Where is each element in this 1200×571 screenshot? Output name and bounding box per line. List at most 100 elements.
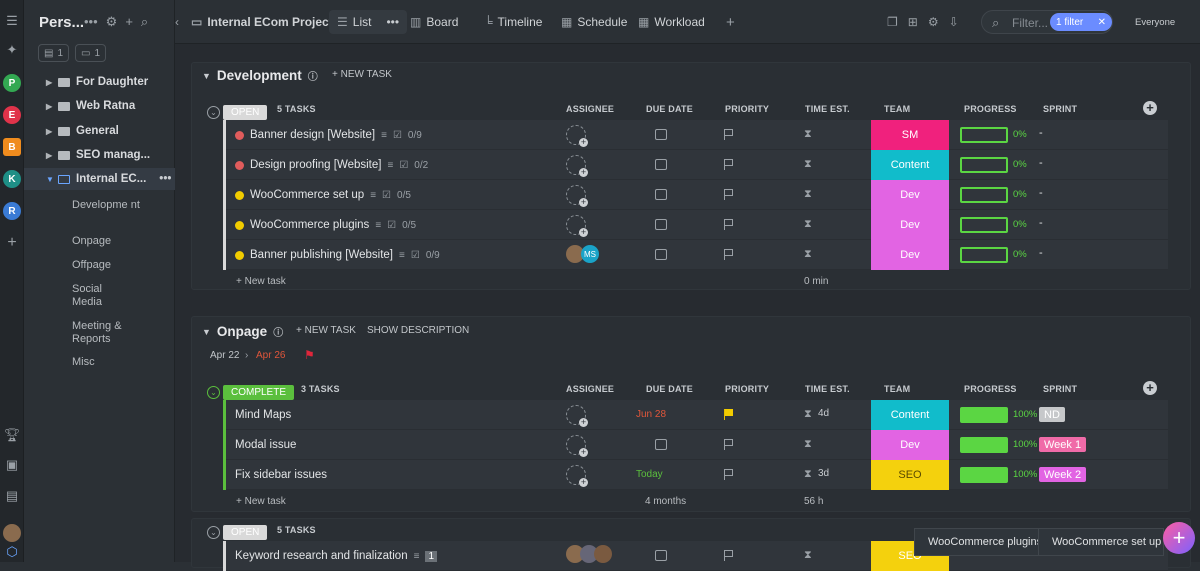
settings-icon[interactable]: ⚙: [105, 14, 118, 29]
priority-flag-icon[interactable]: [724, 409, 734, 420]
add-column-icon[interactable]: +: [1143, 381, 1157, 395]
col-team[interactable]: TEAM: [884, 384, 911, 394]
add-view-icon[interactable]: +: [726, 13, 735, 31]
task-name[interactable]: WooCommerce set up ≡ ☑ 0/5: [235, 189, 411, 201]
list-misc[interactable]: Misc1: [72, 356, 182, 369]
team-cell[interactable]: Content: [871, 400, 949, 430]
task-row[interactable]: Modal issue ⧗ Dev 100% Week 1: [223, 430, 1168, 460]
settings-gear-icon[interactable]: ⚙: [927, 15, 939, 29]
folder-internal-ecom[interactable]: ▼ Internal EC... •••: [24, 168, 175, 190]
calendar-icon[interactable]: [655, 249, 667, 260]
add-assignee-icon[interactable]: [566, 215, 588, 237]
onpage-header[interactable]: ▼ Onpage ⓘ: [202, 324, 283, 339]
space-avatar-b[interactable]: B: [3, 138, 21, 156]
minimized-task-tab[interactable]: WooCommerce set up: [1038, 528, 1164, 556]
task-name[interactable]: Banner publishing [Website] ≡ ☑ 0/9: [235, 249, 440, 261]
folder-for-daughter[interactable]: ▶ For Daughter: [24, 71, 175, 93]
hourglass-icon[interactable]: ⧗: [804, 248, 812, 260]
list-development[interactable]: Developme nt5: [72, 199, 182, 216]
priority-flag-icon[interactable]: [724, 550, 734, 561]
list-onpage[interactable]: Onpage5: [72, 235, 182, 248]
list-meeting-reports[interactable]: Meeting & Reports5: [72, 320, 182, 346]
user-avatar[interactable]: [3, 524, 21, 542]
minimized-task-tab[interactable]: WooCommerce plugins: [914, 528, 1040, 556]
task-row[interactable]: Design proofing [Website] ≡ ☑ 0/2 ⧗ Cont…: [223, 150, 1168, 180]
add-assignee-icon[interactable]: [566, 125, 588, 147]
hourglass-icon[interactable]: ⧗: [804, 128, 812, 140]
priority-flag-icon[interactable]: [724, 189, 734, 200]
docs-pill[interactable]: ▤ 1: [38, 44, 70, 62]
folder-web-ratna[interactable]: ▶ Web Ratna: [24, 95, 175, 117]
search-icon[interactable]: ⌕: [140, 14, 149, 29]
space-avatar-k[interactable]: K: [3, 170, 21, 188]
hourglass-icon[interactable]: ⧗: [804, 468, 812, 480]
col-progress[interactable]: PROGRESS: [964, 104, 1017, 114]
team-cell[interactable]: Dev: [871, 430, 949, 460]
new-task-button[interactable]: + NEW TASK: [296, 325, 356, 336]
sprint-tag[interactable]: Week 2: [1039, 467, 1087, 482]
time-estimate[interactable]: 3d: [818, 468, 830, 479]
priority-dot[interactable]: [235, 130, 244, 140]
add-icon[interactable]: +: [125, 14, 133, 29]
col-progress[interactable]: PROGRESS: [964, 384, 1017, 394]
calendar-icon[interactable]: [655, 550, 667, 561]
info-icon[interactable]: ⓘ: [273, 328, 284, 339]
col-time-est[interactable]: TIME EST.: [805, 384, 850, 394]
sprint-cell[interactable]: -: [1039, 157, 1043, 169]
task-name[interactable]: WooCommerce plugins ≡ ☑ 0/5: [235, 219, 416, 231]
briefcase-icon[interactable]: ▣: [5, 457, 19, 472]
calendar-icon[interactable]: [655, 159, 667, 170]
add-assignee-icon[interactable]: [566, 405, 588, 427]
priority-flag-icon[interactable]: [724, 439, 734, 450]
folder-general[interactable]: ▶ General: [24, 120, 175, 142]
task-row[interactable]: Banner publishing [Website] ≡ ☑ 0/9 MS ⧗…: [223, 240, 1168, 270]
collapse-group-icon[interactable]: ⌄: [207, 106, 220, 119]
priority-dot[interactable]: [235, 190, 244, 200]
assignee-avatar[interactable]: [580, 545, 598, 563]
add-fab-button[interactable]: +: [1163, 522, 1195, 554]
priority-dot[interactable]: [235, 250, 244, 260]
filter-input[interactable]: ⌕ Filter... 1 filter ✕: [981, 10, 1113, 34]
col-due-date[interactable]: DUE DATE: [646, 384, 693, 394]
export-icon[interactable]: ⇩: [948, 15, 959, 29]
sprint-cell[interactable]: -: [1039, 217, 1043, 229]
folder-more-icon[interactable]: •••: [159, 173, 172, 185]
team-cell[interactable]: Dev: [871, 210, 949, 240]
sprint-cell[interactable]: -: [1039, 127, 1043, 139]
col-sprint[interactable]: SPRINT: [1043, 384, 1078, 394]
tab-timeline[interactable]: ╘ Timeline: [484, 0, 542, 44]
calendar-icon[interactable]: [655, 189, 667, 200]
priority-flag-icon[interactable]: [724, 129, 734, 140]
task-row[interactable]: WooCommerce plugins ≡ ☑ 0/5 ⧗ Dev 0% -: [223, 210, 1168, 240]
hourglass-icon[interactable]: ⧗: [804, 158, 812, 170]
add-assignee-icon[interactable]: [566, 185, 588, 207]
col-time-est[interactable]: TIME EST.: [805, 104, 850, 114]
col-due-date[interactable]: DUE DATE: [646, 104, 693, 114]
sprint-tag[interactable]: ND: [1039, 407, 1065, 422]
task-row[interactable]: Mind Maps Jun 28 ⧗ 4d Content 100% ND: [223, 400, 1168, 430]
task-row[interactable]: Fix sidebar issues Today ⧗ 3d SEO 100% W…: [223, 460, 1168, 490]
assignee-avatar[interactable]: MS: [581, 245, 599, 263]
task-name[interactable]: Design proofing [Website] ≡ ☑ 0/2: [235, 159, 428, 171]
col-priority[interactable]: PRIORITY: [725, 104, 770, 114]
clipboard-icon[interactable]: ▤: [5, 488, 19, 503]
tab-schedule[interactable]: ▦ Schedule: [561, 0, 627, 44]
team-cell[interactable]: Dev: [871, 180, 949, 210]
hourglass-icon[interactable]: ⧗: [804, 218, 812, 230]
task-row[interactable]: WooCommerce set up ≡ ☑ 0/5 ⧗ Dev 0% -: [223, 180, 1168, 210]
chat-pill[interactable]: ▭ 1: [75, 44, 107, 62]
close-icon[interactable]: ✕: [1097, 16, 1106, 28]
hourglass-icon[interactable]: ⧗: [804, 408, 812, 420]
space-avatar-p[interactable]: P: [3, 74, 21, 92]
calendar-icon[interactable]: [655, 439, 667, 450]
collapse-group-icon[interactable]: ⌄: [207, 386, 220, 399]
collapse-sidebar-icon[interactable]: ‹: [175, 15, 179, 29]
col-priority[interactable]: PRIORITY: [725, 384, 770, 394]
new-task-button[interactable]: + NEW TASK: [332, 69, 392, 80]
sprint-cell[interactable]: -: [1039, 187, 1043, 199]
development-header[interactable]: ▼ Development ⓘ: [202, 68, 318, 83]
assignee-avatar[interactable]: [566, 245, 584, 263]
hexagon-icon[interactable]: ⬡: [6, 544, 18, 559]
calendar-icon[interactable]: [655, 219, 667, 230]
add-assignee-icon[interactable]: [566, 465, 588, 487]
